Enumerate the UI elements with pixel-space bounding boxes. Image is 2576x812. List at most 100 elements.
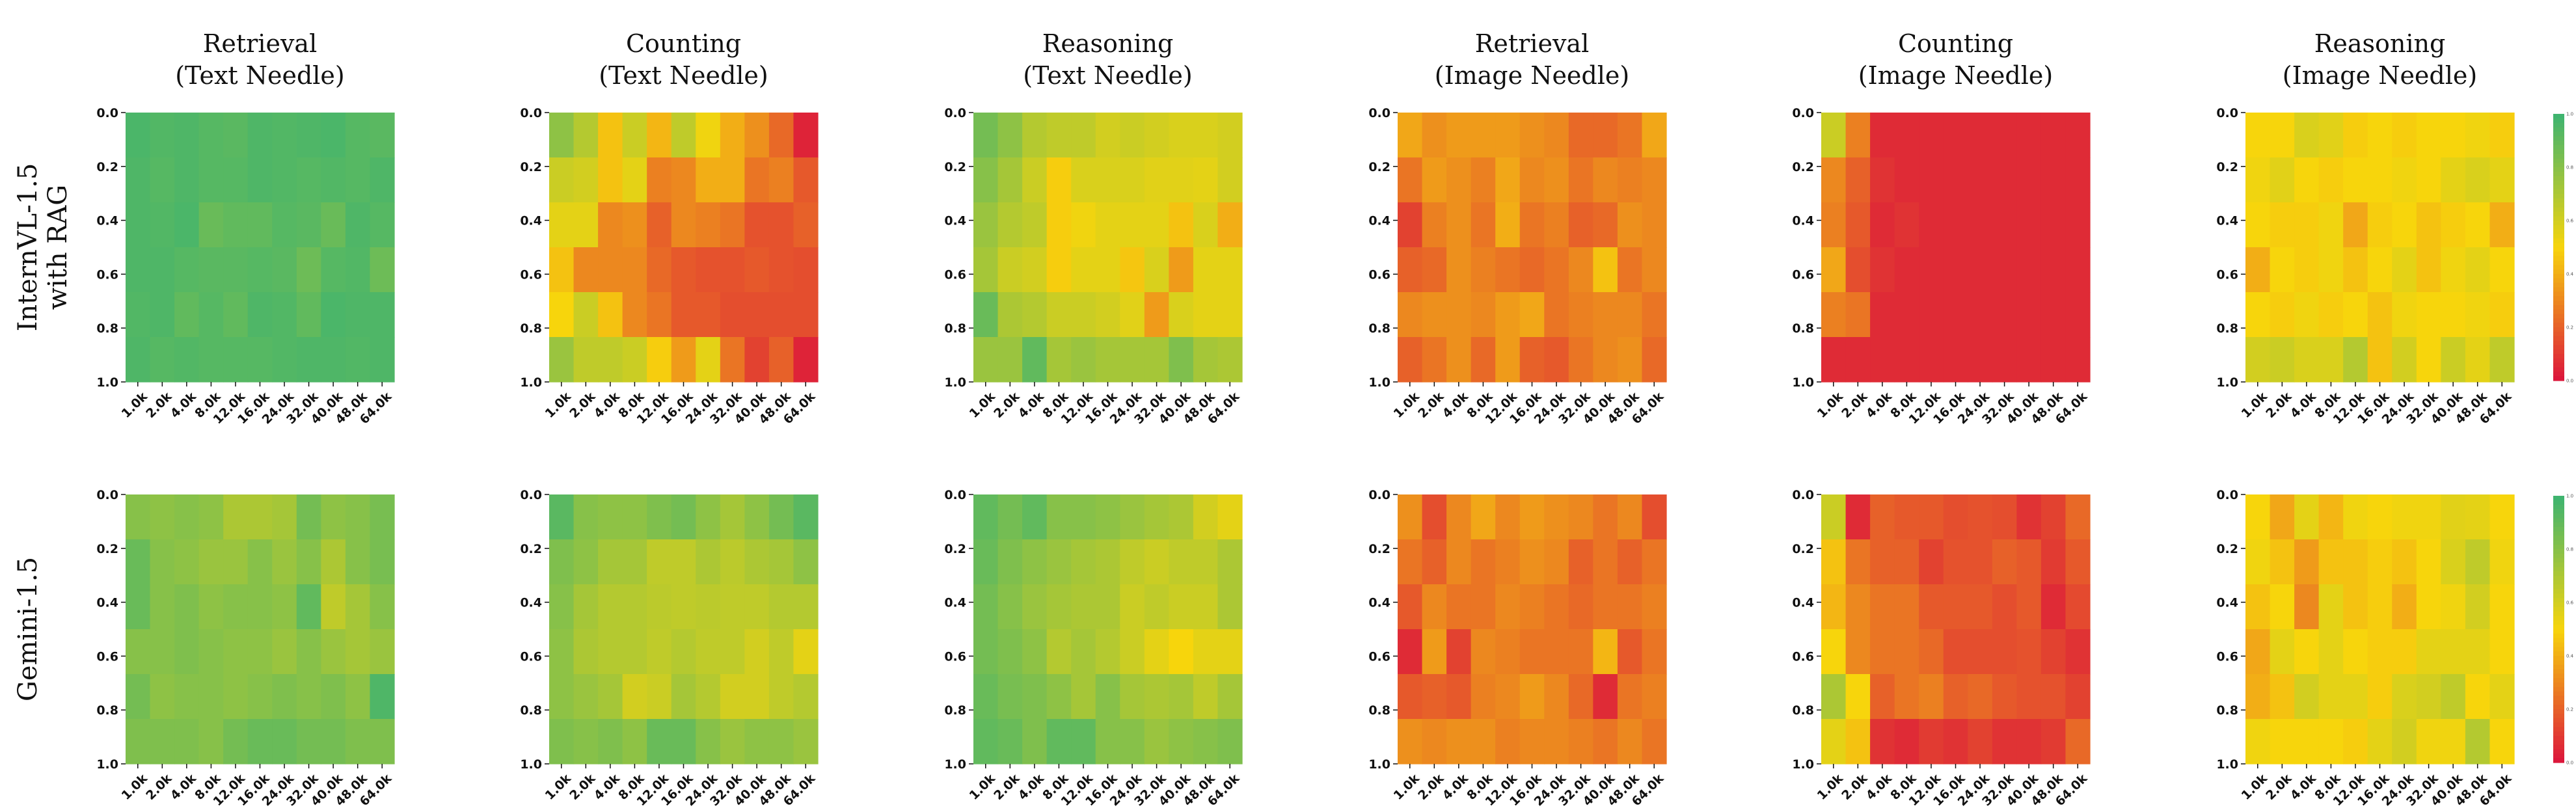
heatmap-cell bbox=[1422, 202, 1447, 248]
colorbar-segment bbox=[2553, 141, 2564, 146]
heatmap-cell bbox=[2294, 719, 2320, 765]
heatmap-cell bbox=[2294, 202, 2320, 248]
y-tick-label: 0.6 bbox=[520, 267, 542, 282]
heatmap-cell bbox=[198, 247, 224, 293]
heatmap-cell bbox=[1217, 494, 1243, 540]
heatmap-cell bbox=[1217, 629, 1243, 675]
y-tick-label: 0.8 bbox=[1792, 321, 1814, 336]
heatmap-cell bbox=[1845, 539, 1871, 585]
heatmap-cell bbox=[1992, 247, 2017, 293]
heatmap-cell bbox=[1544, 292, 1569, 338]
heatmap-cell bbox=[1217, 719, 1243, 765]
heatmap-cell bbox=[2270, 113, 2295, 158]
y-tick-label: 1.0 bbox=[2216, 375, 2238, 390]
heatmap-cell bbox=[1943, 674, 1968, 720]
heatmap-cell bbox=[150, 292, 175, 338]
heatmap-cell bbox=[1593, 202, 1618, 248]
y-tick-label: 0.0 bbox=[1792, 106, 1814, 120]
heatmap-cell bbox=[549, 337, 575, 383]
heatmap-cell bbox=[2489, 337, 2515, 383]
heatmap-cell bbox=[1617, 674, 1643, 720]
heatmap-cell bbox=[150, 202, 175, 248]
heatmap-cell bbox=[1870, 247, 1895, 293]
colorbar-segment bbox=[2553, 118, 2564, 124]
row-label-1: Gemini-1.5 bbox=[13, 557, 43, 701]
heatmap-cell bbox=[247, 629, 273, 675]
heatmap-cell bbox=[2245, 292, 2271, 338]
heatmap-cell bbox=[598, 719, 623, 765]
heatmap-cell bbox=[973, 113, 999, 158]
heatmap-cell bbox=[1495, 292, 1521, 338]
heatmap-cell bbox=[126, 539, 151, 585]
heatmap-cell bbox=[2465, 292, 2491, 338]
heatmap-cell bbox=[1193, 292, 1219, 338]
colorbar-segment bbox=[2553, 318, 2564, 323]
heatmap-cell bbox=[1193, 629, 1219, 675]
heatmap-cell bbox=[1894, 202, 1919, 248]
heatmap-cell bbox=[1919, 539, 1944, 585]
heatmap-cell bbox=[622, 584, 647, 630]
y-tick-label: 0.8 bbox=[1368, 703, 1390, 718]
heatmap-cell bbox=[174, 113, 200, 158]
heatmap-cell bbox=[1870, 629, 1895, 675]
heatmap-cell bbox=[2416, 247, 2441, 293]
y-tick-label: 1.0 bbox=[1368, 375, 1390, 390]
heatmap-cell bbox=[126, 719, 151, 765]
heatmap-cell bbox=[272, 113, 297, 158]
heatmap-cell bbox=[1821, 584, 1847, 630]
heatmap-cell bbox=[622, 674, 647, 720]
heatmap-cell bbox=[370, 157, 395, 203]
y-tick-label: 0.8 bbox=[96, 703, 118, 718]
heatmap-cell bbox=[2294, 539, 2320, 585]
heatmap-cell bbox=[720, 494, 745, 540]
column-title-1: Counting bbox=[626, 29, 741, 58]
heatmap-cell bbox=[2392, 247, 2417, 293]
heatmap-cell bbox=[174, 719, 200, 765]
heatmap-cell bbox=[720, 113, 745, 158]
column-title-5: (Image Needle) bbox=[2283, 61, 2477, 90]
heatmap-cell bbox=[744, 202, 770, 248]
heatmap-cell bbox=[2367, 674, 2393, 720]
heatmap-cell bbox=[768, 494, 794, 540]
heatmap-cell bbox=[1422, 292, 1447, 338]
colorbar-tick-label: 0.6 bbox=[2566, 219, 2574, 224]
heatmap-cell bbox=[1169, 292, 1194, 338]
heatmap-cell bbox=[1544, 584, 1569, 630]
heatmap-cell bbox=[2392, 539, 2417, 585]
heatmap-cell bbox=[1642, 629, 1667, 675]
colorbar-segment bbox=[2553, 673, 2564, 679]
colorbar-segment bbox=[2553, 274, 2564, 279]
heatmap-cell bbox=[1398, 337, 1423, 383]
colorbar-segment bbox=[2553, 367, 2564, 372]
heatmap-cell bbox=[272, 157, 297, 203]
heatmap-cell bbox=[2294, 337, 2320, 383]
heatmap-cell bbox=[1217, 113, 1243, 158]
heatmap-cell bbox=[2441, 674, 2466, 720]
colorbar-tick-label: 0.0 bbox=[2566, 761, 2573, 766]
heatmap-cell bbox=[1845, 584, 1871, 630]
colorbar-segment bbox=[2553, 114, 2564, 119]
heatmap-cell bbox=[2367, 337, 2393, 383]
heatmap-cell bbox=[2416, 202, 2441, 248]
heatmap-cell bbox=[2489, 719, 2515, 765]
heatmap-cell bbox=[1022, 494, 1048, 540]
heatmap-cell bbox=[1943, 584, 1968, 630]
heatmap-cell bbox=[2465, 157, 2491, 203]
heatmap-cell bbox=[1943, 719, 1968, 765]
heatmap-cell bbox=[647, 292, 672, 338]
heatmap-cell bbox=[2065, 719, 2091, 765]
heatmap-cell bbox=[2343, 719, 2368, 765]
heatmap-cell bbox=[1894, 292, 1919, 338]
heatmap-cell bbox=[2367, 292, 2393, 338]
y-tick-label: 0.2 bbox=[2216, 160, 2238, 174]
y-tick-label: 0.8 bbox=[2216, 703, 2238, 718]
heatmap-cell bbox=[1870, 113, 1895, 158]
heatmap-cell bbox=[247, 202, 273, 248]
heatmap-cell bbox=[720, 539, 745, 585]
colorbar-tick-label: 0.2 bbox=[2566, 707, 2573, 712]
heatmap-cell bbox=[2318, 157, 2344, 203]
heatmap-cell bbox=[272, 337, 297, 383]
heatmap-cell bbox=[223, 494, 249, 540]
y-tick-label: 1.0 bbox=[1792, 757, 1814, 772]
y-tick-label: 0.2 bbox=[2216, 542, 2238, 556]
